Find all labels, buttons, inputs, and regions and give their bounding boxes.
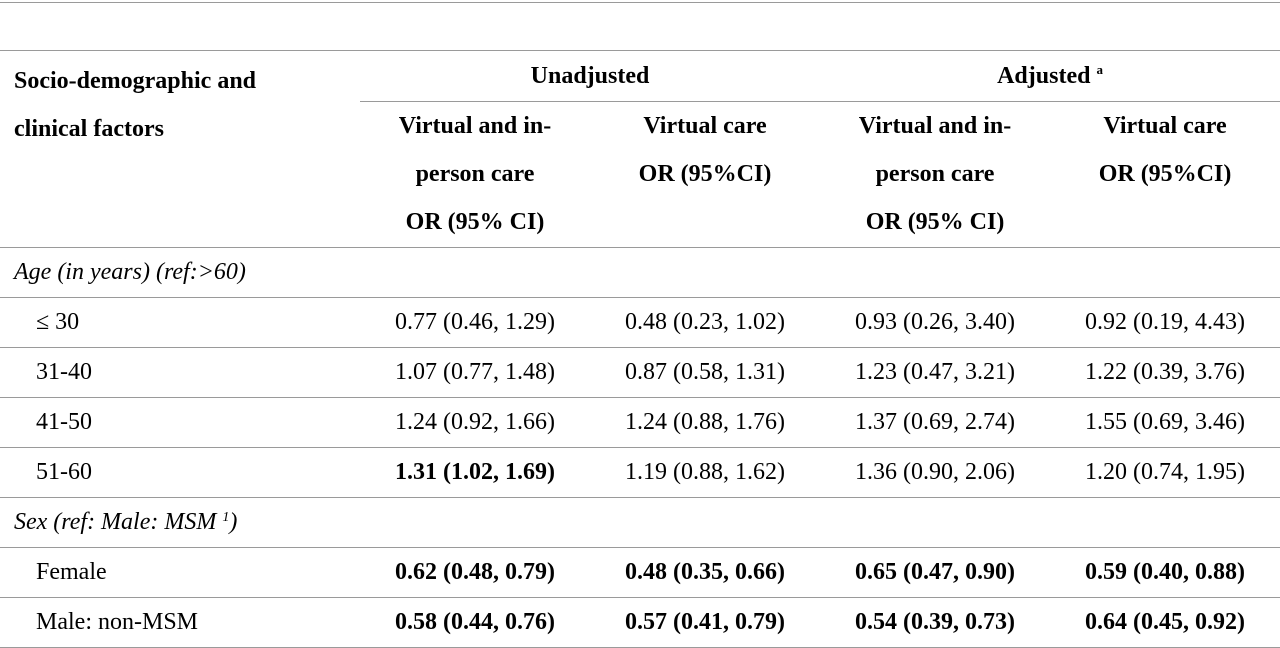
or-value-cell: 1.55 (0.69, 3.46) (1050, 397, 1280, 448)
or-value-cell: 0.48 (0.35, 0.66) (590, 547, 821, 598)
header-line: OR (95% CI) (865, 209, 1005, 235)
table-row: 31-40 1.07 (0.77, 1.48) 0.87 (0.58, 1.31) 1… (0, 347, 1280, 398)
table-row: 41-50 1.24 (0.92, 1.66) 1.24 (0.88, 1.76) 1… (0, 397, 1280, 448)
header-line: Virtual and in- (398, 113, 552, 139)
row-label: ≤ 30 (0, 297, 360, 348)
or-value-cell: 1.31 (1.02, 1.69) (360, 447, 590, 498)
adjusted-group-header: Adjusted a (820, 50, 1280, 102)
or-value-cell: 0.54 (0.39, 0.73) (820, 597, 1051, 648)
section-title-text: Age (in years) (ref:>60) (14, 259, 246, 285)
header-line: OR (95% CI) (405, 209, 545, 235)
or-value-cell: 0.59 (0.40, 0.88) (1050, 547, 1280, 598)
table-row: Female 0.62 (0.48, 0.79) 0.48 (0.35, 0.66)… (0, 547, 1280, 598)
unadjusted-virtual-inperson-header: Virtual and in- person care OR (95% CI) (360, 101, 590, 248)
header-line: OR (95%CI) (638, 161, 772, 187)
adjusted-virtual-inperson-header: Virtual and in- person care OR (95% CI) (820, 101, 1051, 248)
or-value-cell: 1.24 (0.88, 1.76) (590, 397, 821, 448)
or-value-cell: 1.23 (0.47, 3.21) (820, 347, 1051, 398)
row-label: 51-60 (0, 447, 360, 498)
table-body: Age (in years) (ref:>60) ≤ 30 0.77 (0.46, … (0, 247, 1280, 648)
or-value-cell: 1.19 (0.88, 1.62) (590, 447, 821, 498)
or-value-cell: 0.87 (0.58, 1.31) (590, 347, 821, 398)
adjusted-virtual-header: Virtual care OR (95%CI) (1050, 101, 1280, 248)
header-line: Virtual care (643, 113, 767, 139)
section-title: Sex (ref: Male: MSM 1) (0, 497, 1280, 548)
or-value-cell: 1.37 (0.69, 2.74) (820, 397, 1051, 448)
factor-column-header: Socio-demographic and clinical factors (0, 50, 360, 248)
or-value-cell: 0.65 (0.47, 0.90) (820, 547, 1051, 598)
section-title: Age (in years) (ref:>60) (0, 247, 1280, 298)
factor-header-line2: clinical factors (14, 116, 164, 142)
header-line: Virtual care (1103, 113, 1227, 139)
or-value-cell: 0.57 (0.41, 0.79) (590, 597, 821, 648)
table-header: Socio-demographic and clinical factors U… (0, 50, 1280, 248)
table-row: 51-60 1.31 (1.02, 1.69) 1.19 (0.88, 1.62) 1… (0, 447, 1280, 498)
or-value-cell: 0.62 (0.48, 0.79) (360, 547, 590, 598)
row-label: 41-50 (0, 397, 360, 448)
header-line: Virtual and in- (858, 113, 1012, 139)
section-footnote-marker: 1 (222, 510, 230, 525)
table-row: ≤ 30 0.77 (0.46, 1.29) 0.48 (0.23, 1.02) 0.… (0, 297, 1280, 348)
unadjusted-label: Unadjusted (530, 62, 650, 89)
factor-header-line1: Socio-demographic and (14, 68, 257, 94)
adjusted-label: Adjusted (997, 63, 1091, 89)
or-value-cell: 1.07 (0.77, 1.48) (360, 347, 590, 398)
row-label: Male: non-MSM (0, 597, 360, 648)
unadjusted-group-header: Unadjusted (360, 50, 821, 102)
section-row: Sex (ref: Male: MSM 1) (0, 497, 1280, 548)
or-value-cell: 0.48 (0.23, 1.02) (590, 297, 821, 348)
table-row: Male: non-MSM 0.58 (0.44, 0.76) 0.57 (0.41… (0, 597, 1280, 648)
section-title-suffix: ) (229, 509, 238, 535)
or-value-cell: 0.93 (0.26, 3.40) (820, 297, 1051, 348)
or-value-cell: 1.24 (0.92, 1.66) (360, 397, 590, 448)
row-label: 31-40 (0, 347, 360, 398)
or-value-cell: 0.92 (0.19, 4.43) (1050, 297, 1280, 348)
header-line: person care (415, 161, 535, 187)
adjusted-footnote-marker: a (1096, 62, 1103, 77)
header-line: OR (95%CI) (1098, 161, 1232, 187)
section-title-text: Sex (ref: Male: MSM (14, 509, 217, 535)
top-rule (0, 2, 1280, 3)
row-label: Female (0, 547, 360, 598)
or-value-cell: 1.22 (0.39, 3.76) (1050, 347, 1280, 398)
or-value-cell: 0.77 (0.46, 1.29) (360, 297, 590, 348)
or-value-cell: 1.36 (0.90, 2.06) (820, 447, 1051, 498)
section-row: Age (in years) (ref:>60) (0, 247, 1280, 298)
or-value-cell: 0.58 (0.44, 0.76) (360, 597, 590, 648)
or-value-cell: 1.20 (0.74, 1.95) (1050, 447, 1280, 498)
header-line: person care (875, 161, 995, 187)
or-value-cell: 0.64 (0.45, 0.92) (1050, 597, 1280, 648)
unadjusted-virtual-header: Virtual care OR (95%CI) (590, 101, 821, 248)
odds-ratio-table: Socio-demographic and clinical factors U… (0, 50, 1280, 648)
